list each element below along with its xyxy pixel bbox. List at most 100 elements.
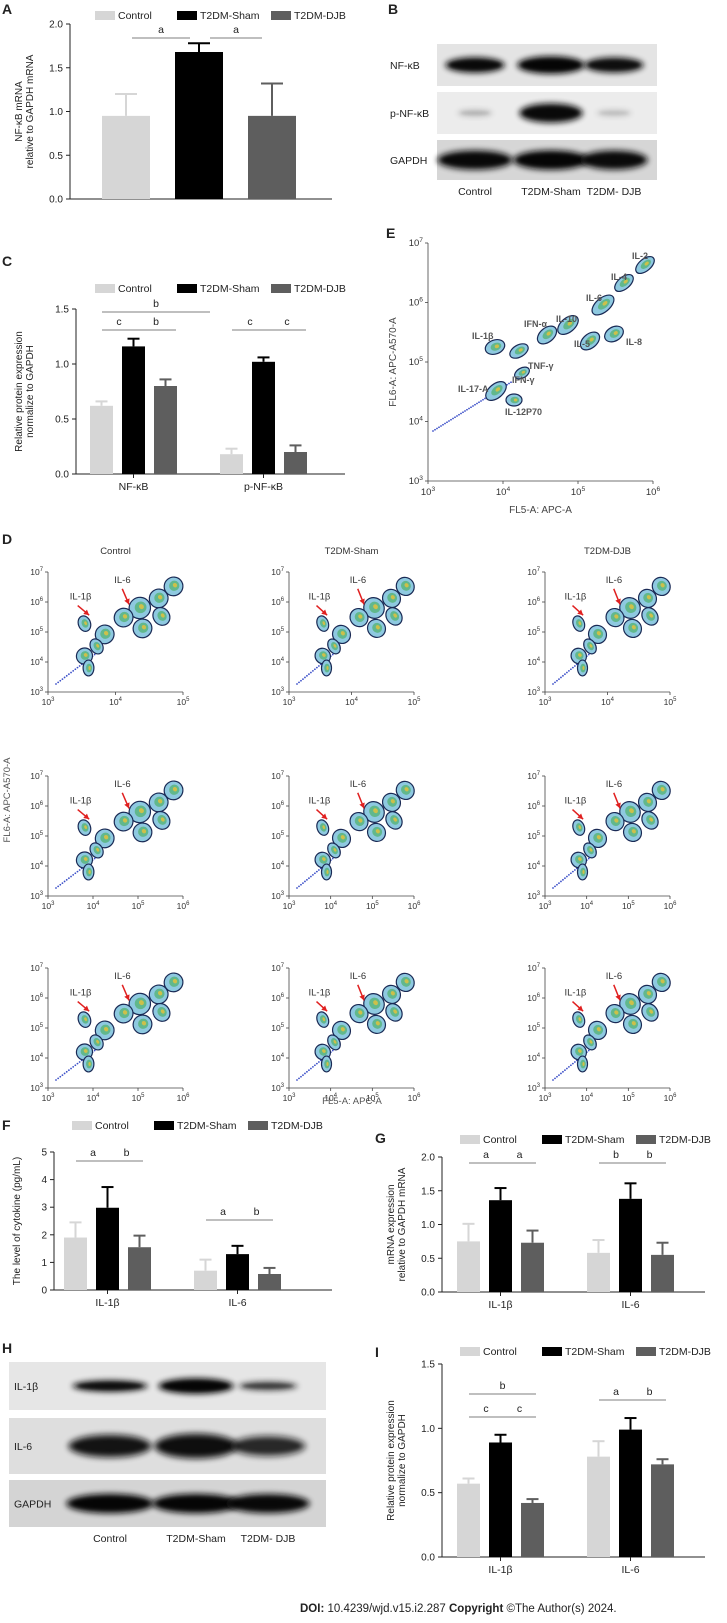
arrow-label: IL-6 [350,971,366,982]
population-peak [322,621,326,626]
population-peak [138,808,144,814]
event-dot [65,1070,68,1073]
cytometry-population [637,792,658,813]
population-peak [521,370,526,374]
bar [258,1273,281,1290]
population-label: IL-10 [556,314,577,324]
log-tick-label: 106 [30,993,43,1003]
y-tick-label: 2 [41,1230,47,1241]
legend-swatch [95,284,115,293]
bar [587,1252,610,1292]
cytometry-population [77,615,92,632]
event-dot [313,1064,316,1067]
bar [284,452,307,474]
event-dot [564,673,566,676]
population-peak [138,1000,144,1006]
arrow-label: IL-6 [114,971,130,982]
legend-swatch [154,1121,174,1130]
population-peak [614,614,619,619]
log-tick-label: 107 [271,567,284,577]
cytometry-population [622,1014,643,1035]
bar [651,1464,674,1557]
legend-label: Control [95,1120,129,1132]
population-peak [393,1009,398,1014]
event-dot [70,671,72,674]
x-tick-label: IL-6 [621,1299,639,1311]
legend-label: Control [118,10,152,22]
arrow-label: IL-1β [309,988,331,999]
bar [154,386,177,474]
cytometry-population [82,659,95,677]
event-dot [587,857,590,860]
legend-label: T2DM-Sham [565,1134,625,1146]
cytometry-population [385,1003,403,1022]
event-dot [568,670,570,672]
event-dot [468,407,470,410]
event-dot [474,403,476,406]
cytometry-population [576,1055,589,1073]
arrow-label: IL-1β [565,592,587,603]
cytometry-population [82,1055,95,1073]
cytometry-plot: 103 104 105 106 107 103 104 105 106 IL-1β IL-6 [30,963,190,1103]
population-label: IL-1β [472,331,494,341]
event-dot [55,683,57,685]
x-axis-label: FL5-A: APC-A [322,1096,382,1107]
event-dot [63,676,66,679]
population-peak [589,337,594,342]
log-tick-label: 104 [324,901,337,911]
event-dot [464,410,466,412]
population-peak [646,595,651,600]
event-dot [573,869,576,871]
legend-swatch [460,1347,480,1356]
population-peak [141,828,147,834]
log-tick-label: 106 [527,597,540,607]
panel-letter: C [2,253,12,269]
arrow-label: IL-1β [565,796,587,807]
significance-label: b [500,1380,506,1392]
event-dot [302,678,304,680]
population-peak [326,870,329,874]
blot-band-core [158,1497,234,1510]
log-tick-label: 104 [527,861,540,871]
population-peak [649,1009,654,1014]
log-tick-label: 104 [496,486,511,498]
cytometry-population [77,1011,92,1028]
population-peak [358,614,363,619]
x-axis-label: FL5-A: APC-A [509,505,572,516]
y-tick-label: 1.5 [55,305,69,316]
cytometry-population [651,972,671,993]
red-arrow-head [83,1005,90,1012]
event-dot [312,874,314,876]
bar [194,1270,217,1290]
population-peak [660,979,665,984]
event-dot [566,875,568,878]
population-peak [157,990,163,996]
population-peak [596,835,601,840]
cytometry-population [576,863,589,881]
log-tick-label: 107 [30,771,43,781]
panel-b-western-blot: B NF-κB p-NF-κB GAPDH Control T2DM-Sham T2DM- … [388,1,657,198]
population-label: IL-8 [626,337,642,347]
log-tick-label: 104 [527,1053,540,1063]
x-tick-label: IL-1β [95,1297,119,1309]
event-dot [554,681,556,684]
log-tick-label: 107 [30,567,43,577]
event-dot [59,883,62,886]
event-dot [472,405,474,407]
log-tick-label: 106 [409,297,424,309]
panel-a-nfkb-mrna-chart: A Control T2DM-Sham T2DM-DJB 0.0 0.5 1.0 1.5 2.0… [2,1,346,206]
panel-letter: E [386,225,395,241]
population-label: TNF-γ [528,361,554,371]
event-dot [306,878,308,881]
event-dot [315,870,318,873]
population-peak [614,1010,619,1015]
event-dot [61,882,64,884]
event-dot [312,670,314,672]
population-peak [96,1039,100,1044]
event-dot [564,877,566,880]
log-tick-label: 105 [30,627,43,637]
population-peak [660,787,665,792]
population-peak [88,666,91,670]
panel-h-western-blot: H IL-1β IL-6 GAPDH Control T2DM-Sham T2DM- DJB [2,1340,326,1545]
event-dot [298,681,300,684]
